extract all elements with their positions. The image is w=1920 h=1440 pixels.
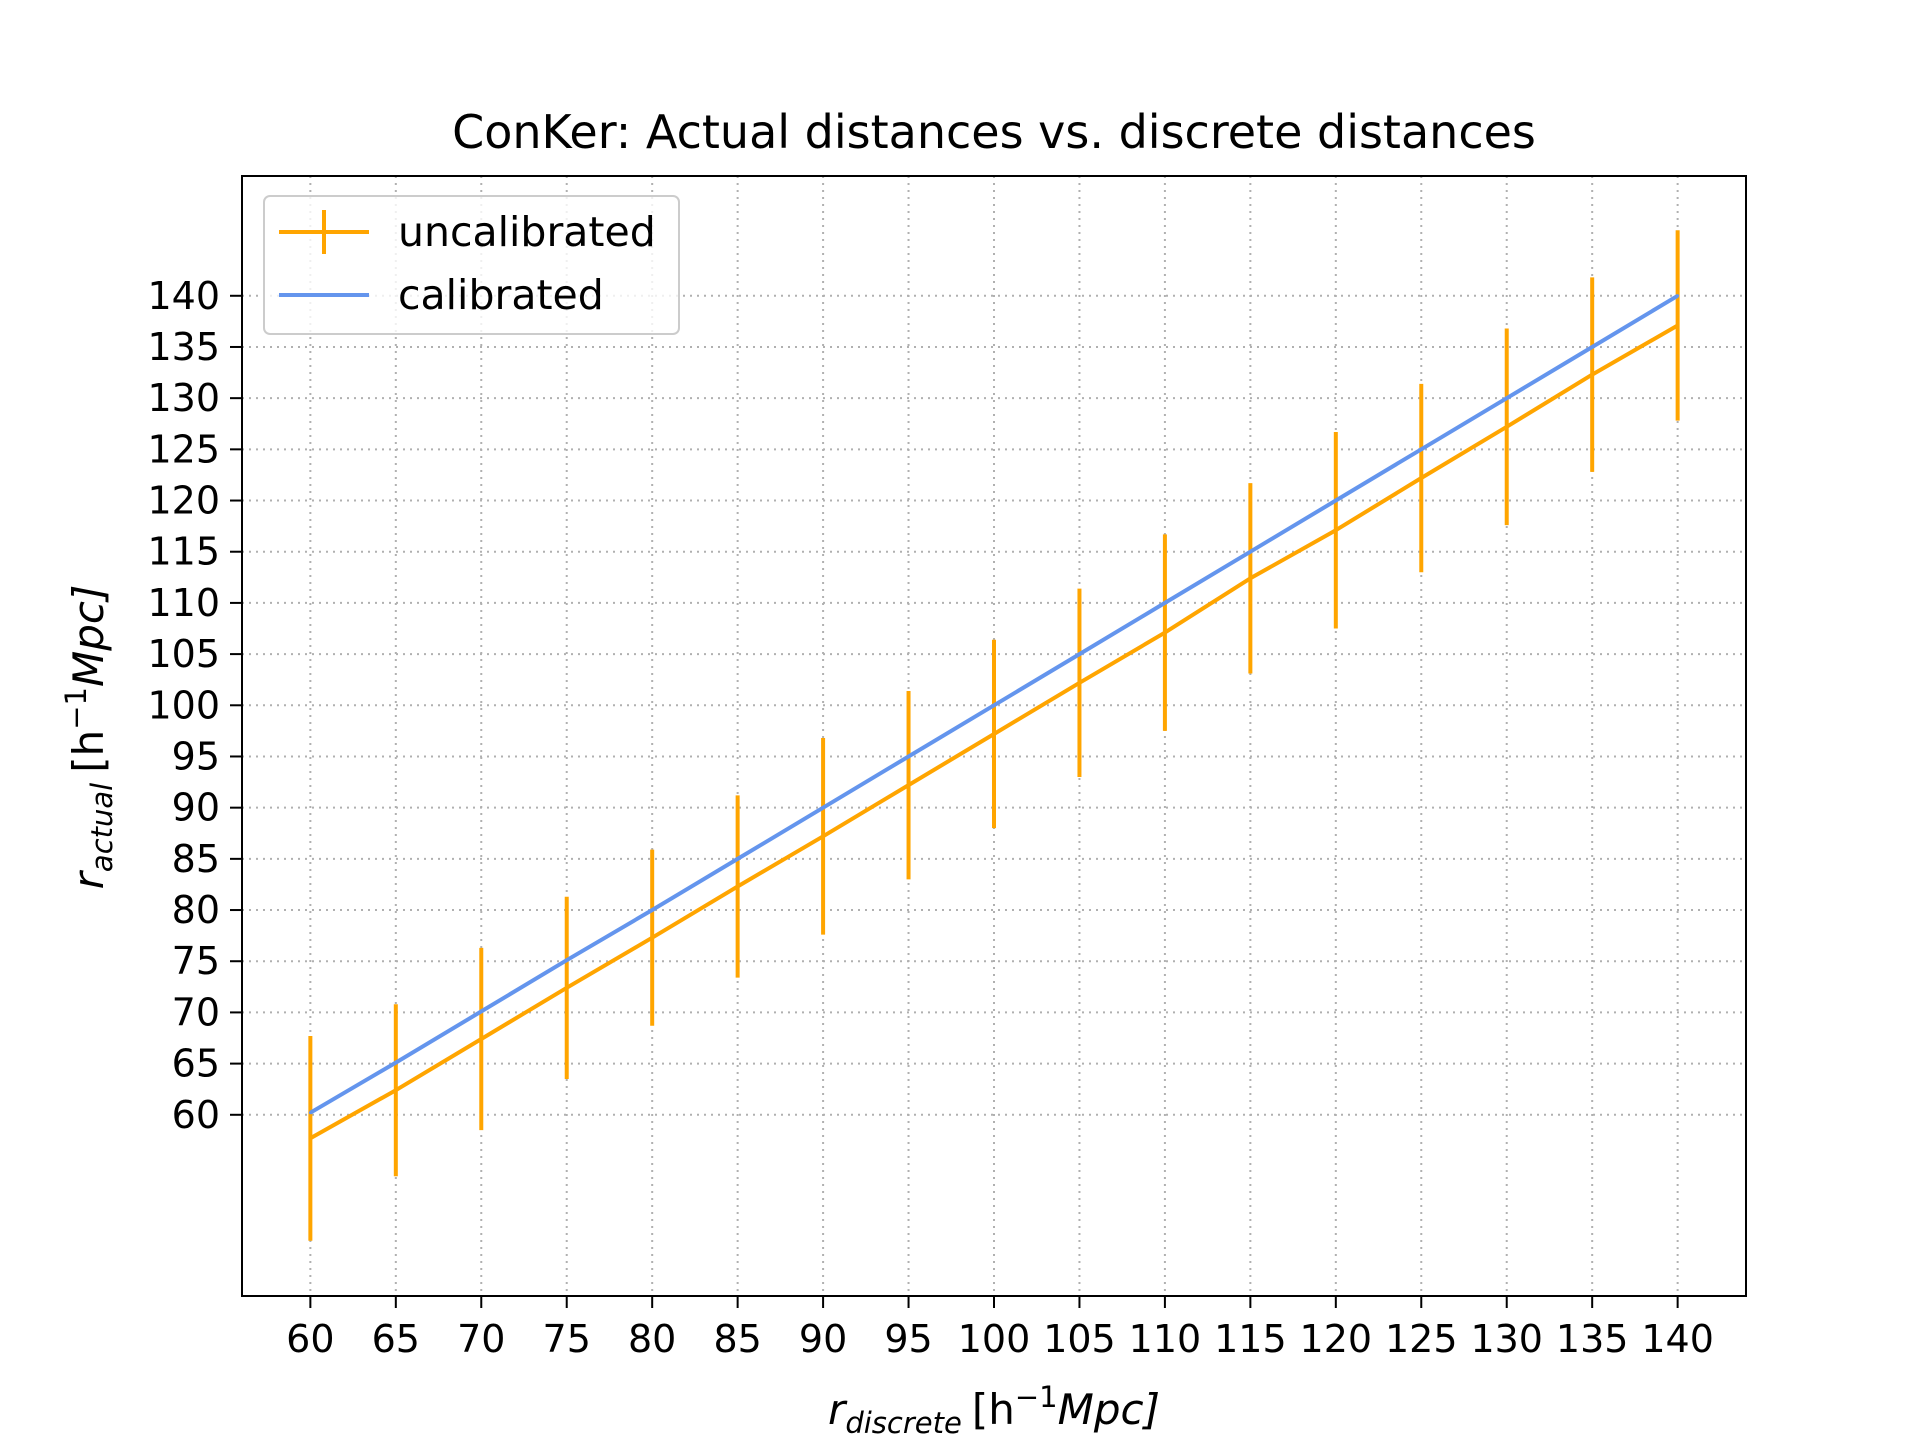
calibrated-data-point <box>1163 601 1167 605</box>
y-axis-label-units-exponent: −1 <box>59 687 93 730</box>
uncalibrated-data-point <box>992 732 996 736</box>
calibrated-data-point <box>1248 550 1252 554</box>
uncalibrated-data-point <box>1676 323 1680 327</box>
calibrated-data-point <box>1419 447 1423 451</box>
uncalibrated-data-point <box>736 884 740 888</box>
y-tick-label: 105 <box>147 632 220 676</box>
calibrated-data-point <box>394 1061 398 1065</box>
uncalibrated-data-point <box>821 834 825 838</box>
calibrated-data-point <box>992 703 996 707</box>
y-tick-label: 120 <box>147 479 220 523</box>
y-tick-label: 140 <box>147 274 220 318</box>
legend-uncalibrated-label: uncalibrated <box>398 208 656 256</box>
x-tick-label: 135 <box>1556 1317 1629 1361</box>
axis-ticks: 60 65 70 75 80 85 90 95 100 105 110 115 120 125 130 135… <box>147 274 1713 1361</box>
uncalibrated-data-point <box>565 986 569 990</box>
y-tick-label: 110 <box>147 581 220 625</box>
uncalibrated-data-point <box>907 783 911 787</box>
uncalibrated-data-point <box>1419 476 1423 480</box>
x-axis-label-units-suffix: Mpc] <box>1058 1385 1160 1434</box>
y-tick-label: 135 <box>147 325 220 369</box>
y-tick-label: 115 <box>147 530 220 574</box>
y-tick-label: 95 <box>172 734 220 778</box>
uncalibrated-data-point <box>1334 528 1338 532</box>
calibrated-data-point <box>736 857 740 861</box>
calibrated-data-point <box>1676 294 1680 298</box>
y-tick-label: 125 <box>147 427 220 471</box>
y-tick-label: 65 <box>172 1042 220 1086</box>
x-axis-label-units-exponent: −1 <box>1015 1380 1058 1414</box>
x-tick-label: 105 <box>1043 1317 1116 1361</box>
y-tick-label: 90 <box>172 786 220 830</box>
x-tick-label: 80 <box>628 1317 676 1361</box>
y-tick-label: 80 <box>172 888 220 932</box>
y-tick-label: 75 <box>172 939 220 983</box>
calibrated-data-point <box>650 908 654 912</box>
y-tick-label: 70 <box>172 990 220 1034</box>
y-axis-label-symbol: r <box>64 869 113 889</box>
y-axis-label-units-suffix: Mpc] <box>64 585 113 687</box>
calibrated-data-point <box>907 754 911 758</box>
uncalibrated-data-point <box>308 1136 312 1140</box>
calibrated-data-point <box>479 1009 483 1013</box>
x-tick-label: 140 <box>1641 1317 1714 1361</box>
uncalibrated-data-point <box>394 1088 398 1092</box>
calibrated-data-point <box>1590 345 1594 349</box>
plot-area-frame <box>241 175 1747 1297</box>
y-tick-label: 100 <box>147 683 220 727</box>
calibrated-data-point <box>1505 396 1509 400</box>
x-tick-label: 90 <box>799 1317 847 1361</box>
x-tick-label: 110 <box>1129 1317 1202 1361</box>
x-axis-label-subscript: discrete <box>845 1406 962 1440</box>
y-tick-label: 130 <box>147 376 220 420</box>
uncalibrated-data-point <box>1505 425 1509 429</box>
plot-series <box>308 230 1680 1241</box>
x-tick-label: 125 <box>1385 1317 1458 1361</box>
x-tick-label: 130 <box>1470 1317 1543 1361</box>
uncalibrated-data-point <box>1077 681 1081 685</box>
x-tick-label: 60 <box>286 1317 334 1361</box>
uncalibrated-data-point <box>1590 373 1594 377</box>
calibrated-data-point <box>308 1111 312 1115</box>
y-axis-label-units-prefix: [h <box>64 730 113 773</box>
x-axis-label-units-prefix: [h <box>972 1385 1015 1434</box>
legend: uncalibrated calibrated <box>263 195 680 335</box>
calibrated-data-point <box>1077 652 1081 656</box>
x-axis-label: rdiscrete [h−1Mpc] <box>828 1380 1160 1440</box>
legend-calibrated-label: calibrated <box>398 271 604 319</box>
uncalibrated-data-point <box>1248 576 1252 580</box>
calibrated-data-point <box>565 958 569 962</box>
uncalibrated-data-point <box>1163 631 1167 635</box>
x-tick-label: 75 <box>543 1317 591 1361</box>
x-tick-label: 100 <box>958 1317 1031 1361</box>
x-tick-label: 65 <box>372 1317 420 1361</box>
calibrated-data-point <box>821 806 825 810</box>
x-tick-label: 85 <box>713 1317 761 1361</box>
uncalibrated-data-point <box>479 1037 483 1041</box>
y-tick-label: 60 <box>172 1093 220 1137</box>
y-tick-label: 85 <box>172 837 220 881</box>
chart-title: ConKer: Actual distances vs. discrete di… <box>452 105 1536 159</box>
x-tick-label: 95 <box>884 1317 932 1361</box>
calibrated-data-point <box>1334 499 1338 503</box>
x-tick-label: 115 <box>1214 1317 1287 1361</box>
uncalibrated-data-point <box>650 936 654 940</box>
x-axis-label-symbol: r <box>828 1385 848 1434</box>
x-tick-label: 120 <box>1300 1317 1373 1361</box>
y-axis-label-subscript: actual <box>85 783 119 872</box>
x-tick-label: 70 <box>457 1317 505 1361</box>
y-axis-label: ractual [h−1Mpc] <box>59 585 119 890</box>
